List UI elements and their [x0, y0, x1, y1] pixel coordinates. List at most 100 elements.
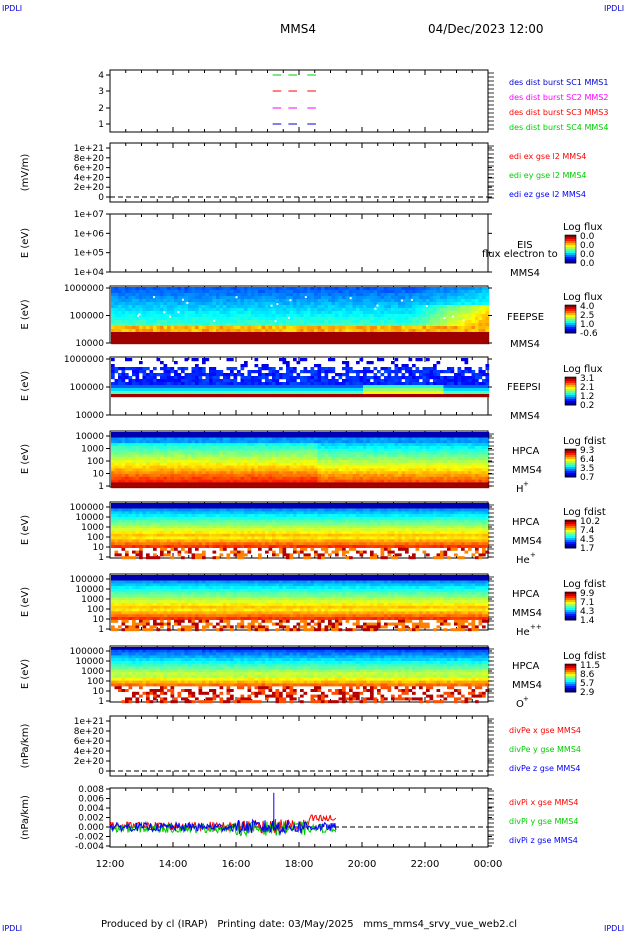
hpca-h-panel-cell — [111, 471, 115, 475]
feepse-cell — [412, 341, 416, 345]
feepsi-cell — [282, 382, 287, 386]
hpca-h-panel-cell — [132, 468, 136, 472]
feepse-cell — [114, 305, 119, 309]
feepse-cell — [240, 293, 245, 297]
feepse-cell — [310, 290, 315, 294]
feepse-cell — [177, 302, 182, 306]
hpca-h-panel-cell — [209, 468, 213, 472]
feepsi-cell — [359, 370, 364, 374]
feepse-cell — [394, 335, 399, 339]
feepse-cell — [289, 311, 294, 315]
feepse-cell — [205, 326, 210, 330]
feepse-cell — [125, 293, 129, 297]
feepsi-cell — [286, 376, 290, 380]
feepsi-cell — [412, 379, 416, 383]
hpca-h-panel-cell — [240, 454, 245, 458]
hpca-h-panel-cell — [163, 448, 168, 452]
feepse-cell — [380, 296, 385, 300]
feepse-cell — [321, 317, 325, 321]
feepse-cell — [391, 311, 395, 315]
hpca-h-panel-cell — [261, 434, 266, 438]
feepse-cell — [128, 335, 133, 339]
hpca-h-panel-cell — [174, 485, 178, 489]
feepse-cell — [338, 302, 343, 306]
feepse-cell — [335, 305, 339, 309]
feepse-cell — [380, 299, 385, 303]
feepse-cell — [412, 299, 416, 303]
feepsi-cell — [251, 388, 255, 392]
feepse-cell — [121, 323, 126, 327]
feepse-cell — [482, 296, 486, 300]
feepsi-cell — [268, 385, 273, 389]
feepsi-cell — [471, 370, 476, 374]
feepse-cell — [387, 317, 392, 321]
feepse-cell — [373, 326, 378, 330]
hpca-h-panel-cell — [132, 462, 136, 466]
feepse-cell — [366, 329, 371, 333]
hpca-h-panel-cell — [289, 468, 294, 472]
feepse-cell — [335, 329, 339, 333]
feepsi-cell — [202, 388, 206, 392]
hpca-h-panel-cell — [268, 460, 273, 463]
feepse-cell — [258, 314, 262, 318]
feepse-cell — [286, 311, 290, 315]
hpca-h-panel-cell — [233, 446, 238, 449]
hpca-h-panel-cell — [261, 454, 266, 458]
feepse-cell — [475, 314, 479, 318]
hpca-h-panel-cell — [219, 451, 224, 455]
feepse-cell — [324, 314, 329, 318]
hpca-h-panel-cell — [153, 482, 157, 486]
hpca-h-panel-cell — [335, 454, 339, 458]
hpca-h-panel-cell — [160, 479, 164, 483]
feepsi-cell — [321, 385, 325, 389]
feepse-cell — [156, 314, 161, 318]
hpca-h-panel-cell — [205, 446, 210, 449]
hpca-h-panel-cell — [219, 482, 224, 486]
feepse-cell — [286, 293, 290, 297]
feepse-cell — [163, 332, 168, 336]
feepse-cell — [132, 341, 136, 345]
feepse-cell — [114, 338, 119, 342]
feepsi-cell — [443, 382, 448, 386]
footer-credit: Produced by cl (IRAP) Printing date: 03/… — [101, 919, 518, 930]
feepsi-cell — [349, 382, 353, 386]
feepsi-cell — [261, 388, 266, 392]
feepsi-cell — [247, 385, 252, 389]
feepsi-cell — [216, 388, 220, 392]
hpca-h-panel-cell — [226, 468, 231, 472]
feepsi-cell — [272, 370, 276, 374]
feepse-cell — [191, 338, 196, 342]
hpca-h-panel-cell — [282, 460, 287, 463]
feepse-cell — [471, 302, 476, 306]
feepse-cell — [240, 341, 245, 345]
feepse-cell — [401, 305, 406, 309]
feepsi-cell — [114, 385, 119, 389]
feepsi-cell — [321, 370, 325, 374]
feepse-cell — [237, 308, 241, 312]
feepse-cell — [272, 320, 276, 324]
feepse-cell — [468, 335, 472, 339]
feepse-cell — [170, 311, 175, 315]
feepse-cell — [121, 332, 126, 336]
feepsi-cell — [436, 382, 441, 386]
feepsi-cell — [384, 376, 388, 380]
feepse-cell — [485, 338, 490, 342]
feepse-cell — [321, 338, 325, 342]
feepse-cell — [468, 326, 472, 330]
hpca-h-panel-cell — [111, 468, 115, 472]
hpca-h-panel-cell — [139, 454, 143, 458]
hpca-h-panel-cell — [303, 485, 308, 489]
feepsi-cell — [345, 379, 350, 383]
feepse-cell — [429, 302, 434, 306]
feepsi-cell — [286, 385, 290, 389]
hpca-h-panel-cell — [142, 434, 147, 438]
hpca-h-panel-ylabel: E (eV) — [20, 444, 31, 474]
feepsi-cell — [114, 382, 119, 386]
hpca-h-panel-cell — [191, 476, 196, 480]
hpca-h-panel-cell — [328, 440, 332, 444]
hpca-h-panel-cell — [279, 437, 283, 441]
feepse-cell — [370, 290, 374, 294]
feepse-cell — [139, 329, 143, 333]
feepse-cell — [286, 314, 290, 318]
feepse-cell — [156, 326, 161, 330]
